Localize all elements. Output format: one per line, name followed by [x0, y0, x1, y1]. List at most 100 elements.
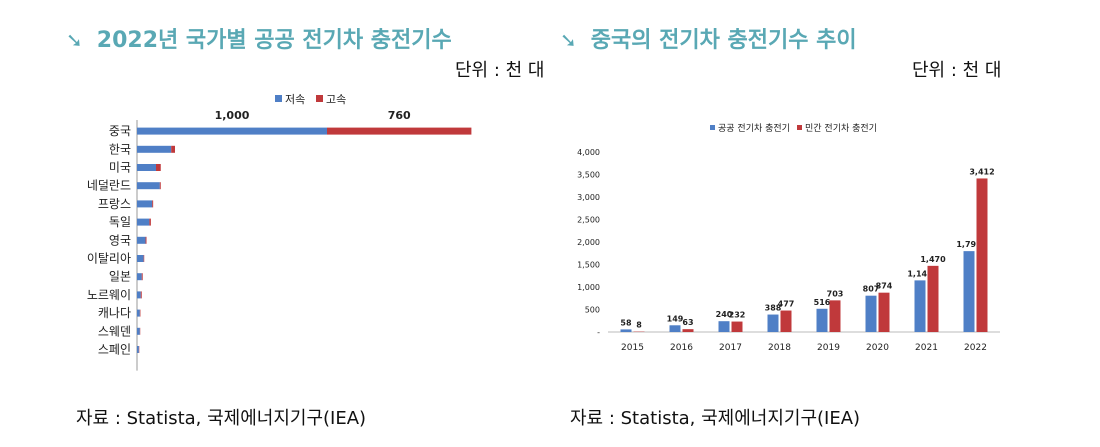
bar-segment-series1: [137, 127, 327, 135]
y-tick-label: 2,500: [577, 216, 600, 225]
y-tick-label: -: [597, 328, 600, 337]
bar-segment-series1: [137, 327, 140, 335]
bar-segment-series2: [139, 309, 141, 317]
bar-segment-series1: [137, 218, 150, 226]
data-label: 703: [827, 289, 844, 298]
legend-label-1: 저속: [285, 93, 305, 106]
data-label: 8: [636, 321, 642, 330]
data-label: 516: [814, 298, 831, 307]
right-source-note: 자료 : Statista, 국제에너지기구(IEA): [570, 408, 861, 429]
y-tick-label: 1,500: [577, 261, 600, 270]
bar-segment-series2: [140, 291, 142, 299]
bar-public: [816, 308, 828, 332]
bar-private: [731, 321, 743, 332]
data-label: 807: [863, 285, 880, 294]
x-tick-label: 2021: [915, 343, 938, 353]
data-label: 760: [388, 109, 411, 122]
x-tick-label: 2019: [817, 343, 840, 353]
x-tick-label: 2016: [670, 343, 693, 353]
data-label: 1,797: [956, 240, 981, 249]
bar-segment-series2: [149, 218, 151, 226]
bar-segment-series2: [327, 127, 472, 135]
legend-swatch-2: [316, 95, 323, 102]
category-label: 스웨덴: [98, 324, 131, 338]
bar-segment-series1: [137, 145, 172, 153]
category-label: 캐나다: [98, 306, 131, 320]
data-label: 58: [620, 318, 632, 327]
left-source-note: 자료 : Statista, 국제에너지기구(IEA): [76, 408, 367, 429]
category-label: 네덜란드: [87, 179, 131, 193]
left-heading: ➘ 2022년 국가별 공공 전기차 충전기수: [66, 22, 452, 54]
x-tick-label: 2022: [964, 343, 987, 353]
legend-swatch-2: [797, 125, 802, 130]
bar-public: [865, 295, 877, 332]
legend-label-2: 민간 전기차 충전기: [805, 122, 877, 134]
data-label: 63: [682, 318, 693, 327]
horizontal-bar-chart: 저속 고속중국한국미국네덜란드프랑스독일영국이탈리아일본노르웨이캐나다스웨덴스페인…: [87, 93, 472, 371]
arrow-icon: ➘: [66, 28, 83, 52]
bar-segment-series1: [137, 236, 146, 244]
category-label: 노르웨이: [87, 288, 131, 302]
bar-private: [682, 329, 694, 332]
legend-swatch-1: [275, 95, 282, 102]
bar-public: [669, 325, 681, 332]
x-tick-label: 2020: [866, 343, 889, 353]
data-label: 149: [667, 314, 684, 323]
y-tick-label: 3,500: [577, 171, 600, 180]
category-label: 일본: [109, 270, 131, 284]
bar-segment-series1: [137, 200, 153, 208]
left-heading-text: 2022년 국가별 공공 전기차 충전기수: [96, 28, 452, 53]
bar-segment-series1: [137, 255, 144, 262]
bar-segment-series1: [137, 346, 139, 353]
bar-public: [718, 321, 730, 332]
category-label: 미국: [109, 161, 131, 175]
bar-public: [963, 251, 975, 332]
data-label: 1,147: [907, 269, 932, 278]
bar-private: [927, 265, 939, 332]
data-label: 388: [765, 304, 782, 313]
category-label: 스페인: [98, 343, 131, 357]
right-heading: ➘ 중국의 전기차 충전기수 추이: [560, 22, 857, 54]
data-label: 3,412: [969, 167, 994, 176]
legend-swatch-1: [710, 125, 715, 130]
bar-private: [780, 310, 792, 332]
bar-public: [620, 329, 632, 332]
data-label: 240: [716, 310, 733, 319]
legend-label-1: 공공 전기차 충전기: [718, 122, 790, 134]
y-tick-label: 4,000: [577, 148, 600, 157]
category-label: 한국: [109, 142, 131, 156]
bar-public: [914, 280, 926, 332]
vertical-bar-chart: 공공 전기차 충전기 민간 전기차 충전기 - 500 1,000 1,500 2,000 2…: [577, 122, 1000, 353]
bar-segment-series2: [143, 255, 145, 262]
y-tick-label: 500: [585, 306, 600, 315]
bar-private: [829, 300, 841, 332]
category-label: 독일: [109, 215, 131, 229]
bar-segment-series2: [145, 236, 147, 244]
data-label: 232: [729, 311, 746, 320]
bar-segment-series2: [141, 273, 143, 281]
bar-segment-series1: [137, 164, 156, 171]
category-label: 중국: [109, 124, 131, 138]
x-tick-label: 2018: [768, 343, 791, 353]
right-unit-label: 단위 : 천 대: [912, 60, 1002, 81]
bar-segment-series2: [171, 145, 175, 153]
legend-label-2: 고속: [326, 93, 346, 106]
bar-segment-series2: [159, 182, 161, 190]
y-tick-label: 3,000: [577, 193, 600, 202]
y-tick-label: 2,000: [577, 238, 600, 247]
bar-segment-series1: [137, 182, 160, 190]
bar-segment-series1: [137, 309, 140, 317]
x-tick-label: 2015: [621, 343, 644, 353]
bar-segment-series2: [152, 200, 154, 208]
bar-private: [878, 292, 890, 332]
right-panel: ➘ 중국의 전기차 충전기수 추이 단위 : 천 대 공공 전기차 충전기 민간 전…: [560, 0, 1100, 447]
bar-segment-series2: [156, 164, 161, 171]
left-unit-label: 단위 : 천 대: [455, 60, 545, 81]
bar-public: [767, 314, 779, 332]
data-label: 477: [778, 300, 795, 309]
x-tick-label: 2017: [719, 343, 742, 353]
category-label: 이탈리아: [87, 252, 131, 266]
bar-segment-series1: [137, 273, 142, 281]
bar-segment-series1: [137, 291, 141, 299]
